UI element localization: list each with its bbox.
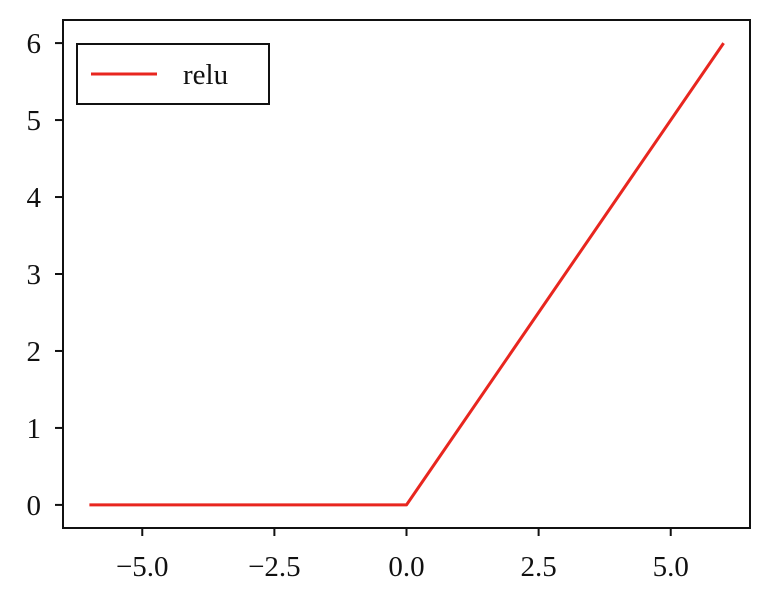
y-tick-label: 2: [27, 336, 42, 368]
y-tick-label: 3: [27, 259, 42, 291]
y-axis-ticks: 0 1 2 3 4 5 6: [27, 28, 63, 522]
y-tick-label: 0: [27, 490, 42, 522]
y-tick-label: 5: [27, 105, 42, 137]
legend-label: relu: [183, 59, 228, 91]
x-axis-ticks: −5.0 −2.5 0.0 2.5 5.0: [116, 528, 689, 583]
y-tick-label: 6: [27, 28, 42, 60]
y-tick-label: 4: [27, 182, 42, 214]
x-tick-label: 2.5: [520, 551, 556, 583]
x-tick-label: 0.0: [388, 551, 424, 583]
x-tick-label: −5.0: [116, 551, 169, 583]
y-tick-label: 1: [27, 413, 42, 445]
legend: relu: [76, 43, 270, 105]
x-tick-label: −2.5: [248, 551, 301, 583]
x-tick-label: 5.0: [653, 551, 689, 583]
series-line-relu: [89, 42, 725, 507]
series-layer: [89, 42, 725, 507]
